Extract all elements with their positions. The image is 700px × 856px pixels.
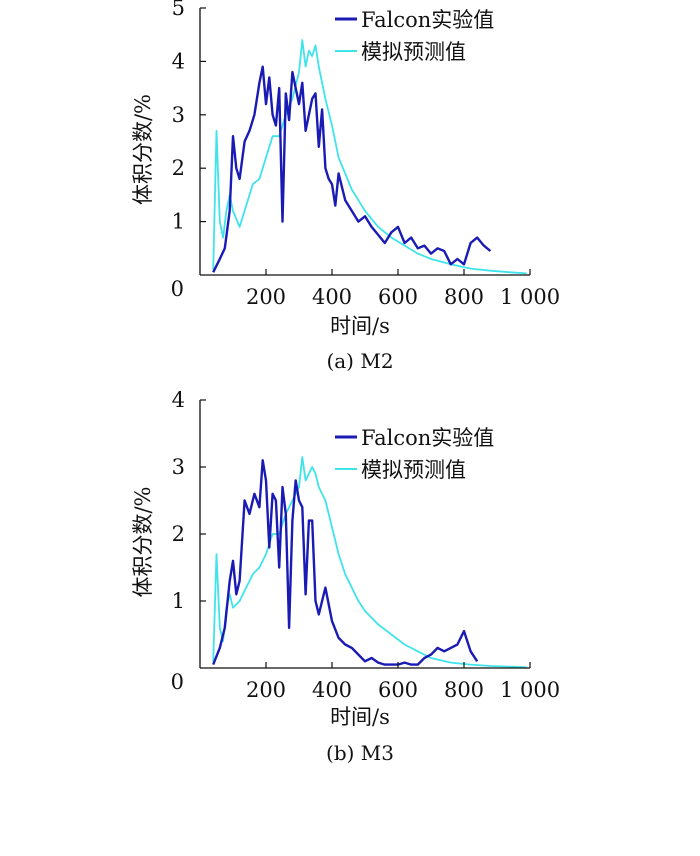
y-axis-label: 体积分数/% — [131, 486, 155, 597]
x-tick-label: 800 — [444, 285, 484, 309]
x-tick-label: 200 — [246, 285, 286, 309]
plot-marks — [212, 456, 527, 669]
legend-label: Falcon实验值 — [361, 426, 494, 450]
y-tick-label: 2 — [172, 156, 185, 180]
x-axis-label: 时间/s — [330, 705, 390, 729]
y-tick-label: 4 — [172, 49, 185, 73]
x-tick-label: 400 — [312, 678, 352, 702]
x-tick-label: 800 — [444, 678, 484, 702]
plot-marks — [212, 39, 527, 275]
legend-label: 模拟预测值 — [361, 458, 466, 482]
y-axis-label: 体积分数/% — [131, 94, 155, 205]
chart-panel-m2: 200 400 600 800 1 000 1 2 3 4 5 0 时间/s 体积分数/% (a)… — [131, 0, 560, 373]
axis-ticks: 200 400 600 800 1 000 1 2 3 4 5 — [172, 0, 560, 309]
series-line — [212, 456, 527, 669]
y-tick-label: 5 — [172, 0, 185, 20]
series-line — [212, 39, 527, 275]
x-tick-label: 200 — [246, 678, 286, 702]
x-tick-label: 600 — [378, 285, 418, 309]
series-line — [212, 459, 479, 666]
origin-tick-label: 0 — [171, 277, 184, 301]
panel-caption: (a) M2 — [326, 349, 393, 373]
x-tick-label: 1 000 — [500, 285, 560, 309]
panel-caption: (b) M3 — [326, 741, 394, 765]
y-tick-label: 3 — [172, 455, 185, 479]
legend-label: Falcon实验值 — [361, 8, 494, 32]
legend-label: 模拟预测值 — [361, 40, 466, 64]
y-tick-label: 1 — [172, 210, 185, 234]
axis-ticks: 200 400 600 800 1 000 1 2 3 4 — [172, 388, 560, 702]
y-tick-label: 3 — [172, 103, 185, 127]
origin-tick-label: 0 — [171, 670, 184, 694]
y-tick-label: 4 — [172, 388, 185, 412]
series-line — [212, 65, 492, 273]
chart-panel-m3: 200 400 600 800 1 000 1 2 3 4 0 时间/s 体积分数/% (b) … — [131, 388, 560, 765]
x-axis-label: 时间/s — [330, 314, 390, 338]
x-tick-label: 1 000 — [500, 678, 560, 702]
y-tick-label: 2 — [172, 522, 185, 546]
x-tick-label: 600 — [378, 678, 418, 702]
y-tick-label: 1 — [172, 589, 185, 613]
x-tick-label: 400 — [312, 285, 352, 309]
